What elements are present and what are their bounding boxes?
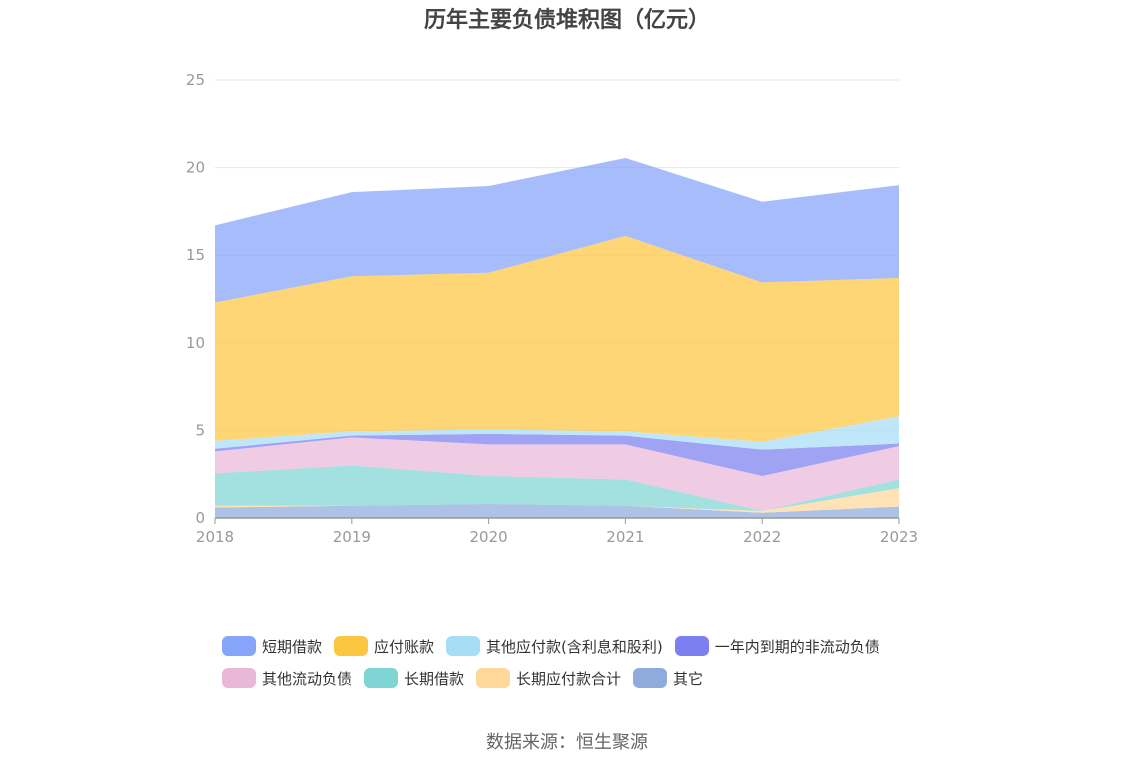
area-series-7[interactable]: [215, 157, 899, 303]
legend-swatch: [222, 668, 256, 688]
legend-item[interactable]: 其他流动负债: [222, 668, 352, 689]
area-series-0[interactable]: [215, 503, 899, 518]
legend-label: 长期应付款合计: [516, 669, 622, 688]
legend-swatch: [674, 636, 709, 656]
legend-item[interactable]: 短期借款: [222, 636, 322, 657]
legend-label: 长期借款: [404, 669, 465, 688]
x-tick-label: 2018: [196, 528, 234, 546]
x-tick-label: 2021: [606, 528, 644, 546]
legend: 短期借款 应付账款 其他应付款(含利息和股利) 一年内到期的非流动负债其他流动负债 长期…: [222, 630, 942, 694]
legend-swatch: [633, 668, 668, 688]
legend-item[interactable]: 长期应付款合计: [476, 668, 621, 689]
source-note: 数据来源：恒生聚源: [486, 732, 648, 753]
legend-item[interactable]: 一年内到期的非流动负债: [674, 636, 880, 657]
y-tick-label: 5: [195, 421, 205, 439]
y-tick-label: 25: [186, 71, 205, 89]
area-layer: [215, 157, 899, 518]
legend-label: 其他流动负债: [262, 669, 353, 688]
x-tick-label: 2023: [880, 528, 918, 546]
legend-swatch: [364, 668, 399, 688]
legend-label: 应付账款: [374, 637, 435, 656]
y-tick-label: 0: [195, 509, 205, 527]
x-tick-label: 2019: [333, 528, 371, 546]
legend-swatch: [476, 668, 511, 688]
legend-item[interactable]: 长期借款: [364, 668, 464, 689]
axis-layer: 0 5 10 15 20 25 2018 2019 2020 2021 2022 2023: [186, 71, 918, 546]
legend-label: 其它: [673, 669, 704, 688]
y-tick-label: 10: [186, 334, 205, 352]
area-series-2[interactable]: [215, 465, 899, 511]
legend-item[interactable]: 其他应付款(含利息和股利): [446, 636, 663, 657]
legend-row: 短期借款 应付账款 其他应付款(含利息和股利) 一年内到期的非流动负债: [222, 630, 942, 662]
stacked-area-chart: 0 5 10 15 20 25 2018 2019 2020 2021 2022 2023: [186, 71, 918, 546]
y-tick-label: 20: [186, 159, 205, 177]
chart-title: 历年主要负债堆积图（亿元）: [423, 8, 710, 33]
area-series-4[interactable]: [215, 433, 899, 476]
legend-row: 其他流动负债 长期借款 长期应付款合计 其它: [222, 662, 942, 694]
legend-item[interactable]: 应付账款: [334, 636, 434, 657]
x-tick-label: 2022: [743, 528, 781, 546]
area-series-5[interactable]: [215, 416, 899, 450]
legend-item[interactable]: 其它: [633, 668, 703, 689]
legend-label: 其他应付款(含利息和股利): [486, 637, 663, 656]
legend-swatch: [446, 636, 481, 656]
legend-label: 短期借款: [262, 637, 323, 656]
legend-swatch: [222, 636, 256, 656]
y-tick-label: 15: [186, 246, 205, 264]
area-series-6[interactable]: [215, 235, 899, 442]
area-series-3[interactable]: [215, 437, 899, 511]
x-tick-label: 2020: [470, 528, 508, 546]
legend-label: 一年内到期的非流动负债: [714, 637, 880, 656]
legend-swatch: [334, 636, 369, 656]
